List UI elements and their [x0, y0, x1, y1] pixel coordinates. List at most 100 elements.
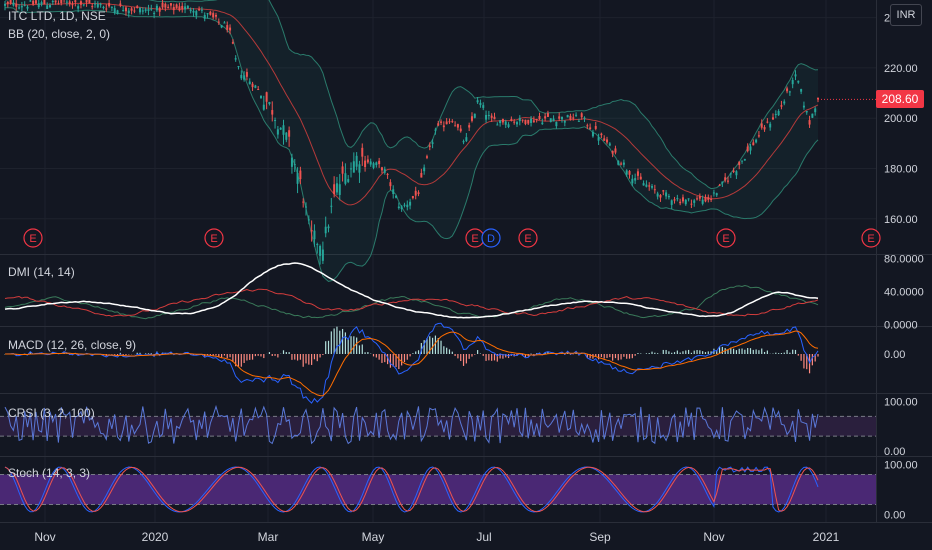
candle-body [6, 1, 9, 4]
histogram-bar [77, 354, 79, 356]
histogram-bar [136, 352, 138, 354]
candle-body [18, 7, 21, 9]
candle-body [245, 72, 248, 77]
candle-body [282, 125, 285, 135]
candle-body [448, 121, 451, 123]
candle-body [423, 167, 426, 172]
histogram-bar [623, 354, 625, 357]
candle-body [175, 4, 178, 9]
histogram-bar [606, 354, 608, 358]
candle-body [290, 157, 293, 167]
candle-body [330, 205, 333, 207]
histogram-bar [251, 354, 254, 360]
histogram-bar [119, 352, 121, 354]
histogram-bar [589, 354, 591, 359]
candle-body [580, 113, 583, 118]
candle-body [161, 2, 164, 8]
time-axis-label: Jul [476, 530, 491, 544]
histogram-bar [747, 348, 749, 354]
histogram-bar [325, 341, 327, 354]
histogram-bar [221, 354, 223, 358]
histogram-bar [15, 354, 17, 356]
candle-body [102, 6, 105, 9]
candle-body [788, 91, 791, 93]
candle-body [139, 7, 142, 13]
candle-body [400, 206, 403, 210]
candle-body [124, 7, 127, 12]
histogram-bar [406, 354, 408, 360]
histogram-bar [277, 354, 279, 358]
candle-body [403, 204, 406, 206]
candle-body [333, 184, 336, 195]
histogram-bar [367, 352, 369, 354]
histogram-bar [260, 354, 262, 357]
candle-body [712, 192, 715, 194]
candle-body [586, 125, 589, 127]
candle-body [321, 249, 324, 261]
candle-body [569, 115, 572, 120]
crsi-axis-tick: 0.00 [884, 446, 905, 458]
histogram-bar [139, 352, 141, 354]
histogram-bar [786, 350, 788, 354]
histogram-bar [319, 354, 321, 358]
candle-body [372, 163, 375, 168]
candle-body [223, 22, 226, 24]
adx-line [4, 262, 819, 319]
candle-body [257, 89, 260, 91]
candle-body [738, 161, 741, 166]
histogram-bar [693, 350, 695, 354]
candle-body [814, 108, 817, 113]
crsi-legend: CRSI (3, 2, 100) [8, 406, 95, 420]
candle-body [811, 113, 814, 118]
candle-body [558, 116, 561, 119]
histogram-bar [125, 354, 127, 356]
histogram-bar [651, 351, 653, 354]
histogram-bar [409, 354, 411, 357]
histogram-bar [465, 354, 467, 364]
candle-body [271, 110, 274, 115]
candle-body [254, 85, 257, 88]
histogram-bar [232, 354, 234, 362]
candle-body [105, 8, 108, 10]
candle-body [653, 189, 656, 191]
candle-body [409, 201, 412, 206]
histogram-bar [634, 354, 636, 356]
histogram-bar [316, 354, 318, 362]
candle-body [43, 0, 46, 5]
candle-body [60, 0, 63, 4]
candle-body [777, 111, 780, 116]
histogram-bar [626, 354, 628, 359]
macd-line [4, 322, 819, 404]
histogram-bar [676, 350, 678, 354]
candle-body [485, 114, 488, 120]
candle-body [636, 171, 639, 176]
candle-body [504, 121, 507, 125]
candle-body [147, 9, 150, 11]
histogram-bar [322, 354, 324, 356]
candle-body [741, 160, 744, 162]
histogram-bar [493, 354, 496, 361]
candle-body [206, 13, 209, 15]
candle-body [29, 0, 32, 2]
histogram-bar [344, 332, 346, 354]
histogram-bar [434, 335, 437, 354]
candle-body [37, 3, 40, 8]
candle-body [172, 6, 175, 11]
candle-body [454, 125, 457, 127]
candle-body [82, 4, 85, 6]
histogram-bar [420, 342, 422, 354]
candle-body [684, 199, 687, 205]
candle-body [710, 199, 713, 201]
marker-label: E [867, 233, 874, 245]
candle-body [575, 114, 578, 116]
histogram-bar [206, 354, 209, 356]
histogram-bar [468, 354, 470, 359]
candle-body [352, 161, 355, 173]
candle-body [611, 150, 614, 154]
candle-body [786, 88, 789, 92]
candle-body [797, 80, 800, 83]
histogram-bar [789, 352, 791, 354]
candle-body [676, 198, 679, 200]
currency-button[interactable]: INR [890, 4, 922, 26]
